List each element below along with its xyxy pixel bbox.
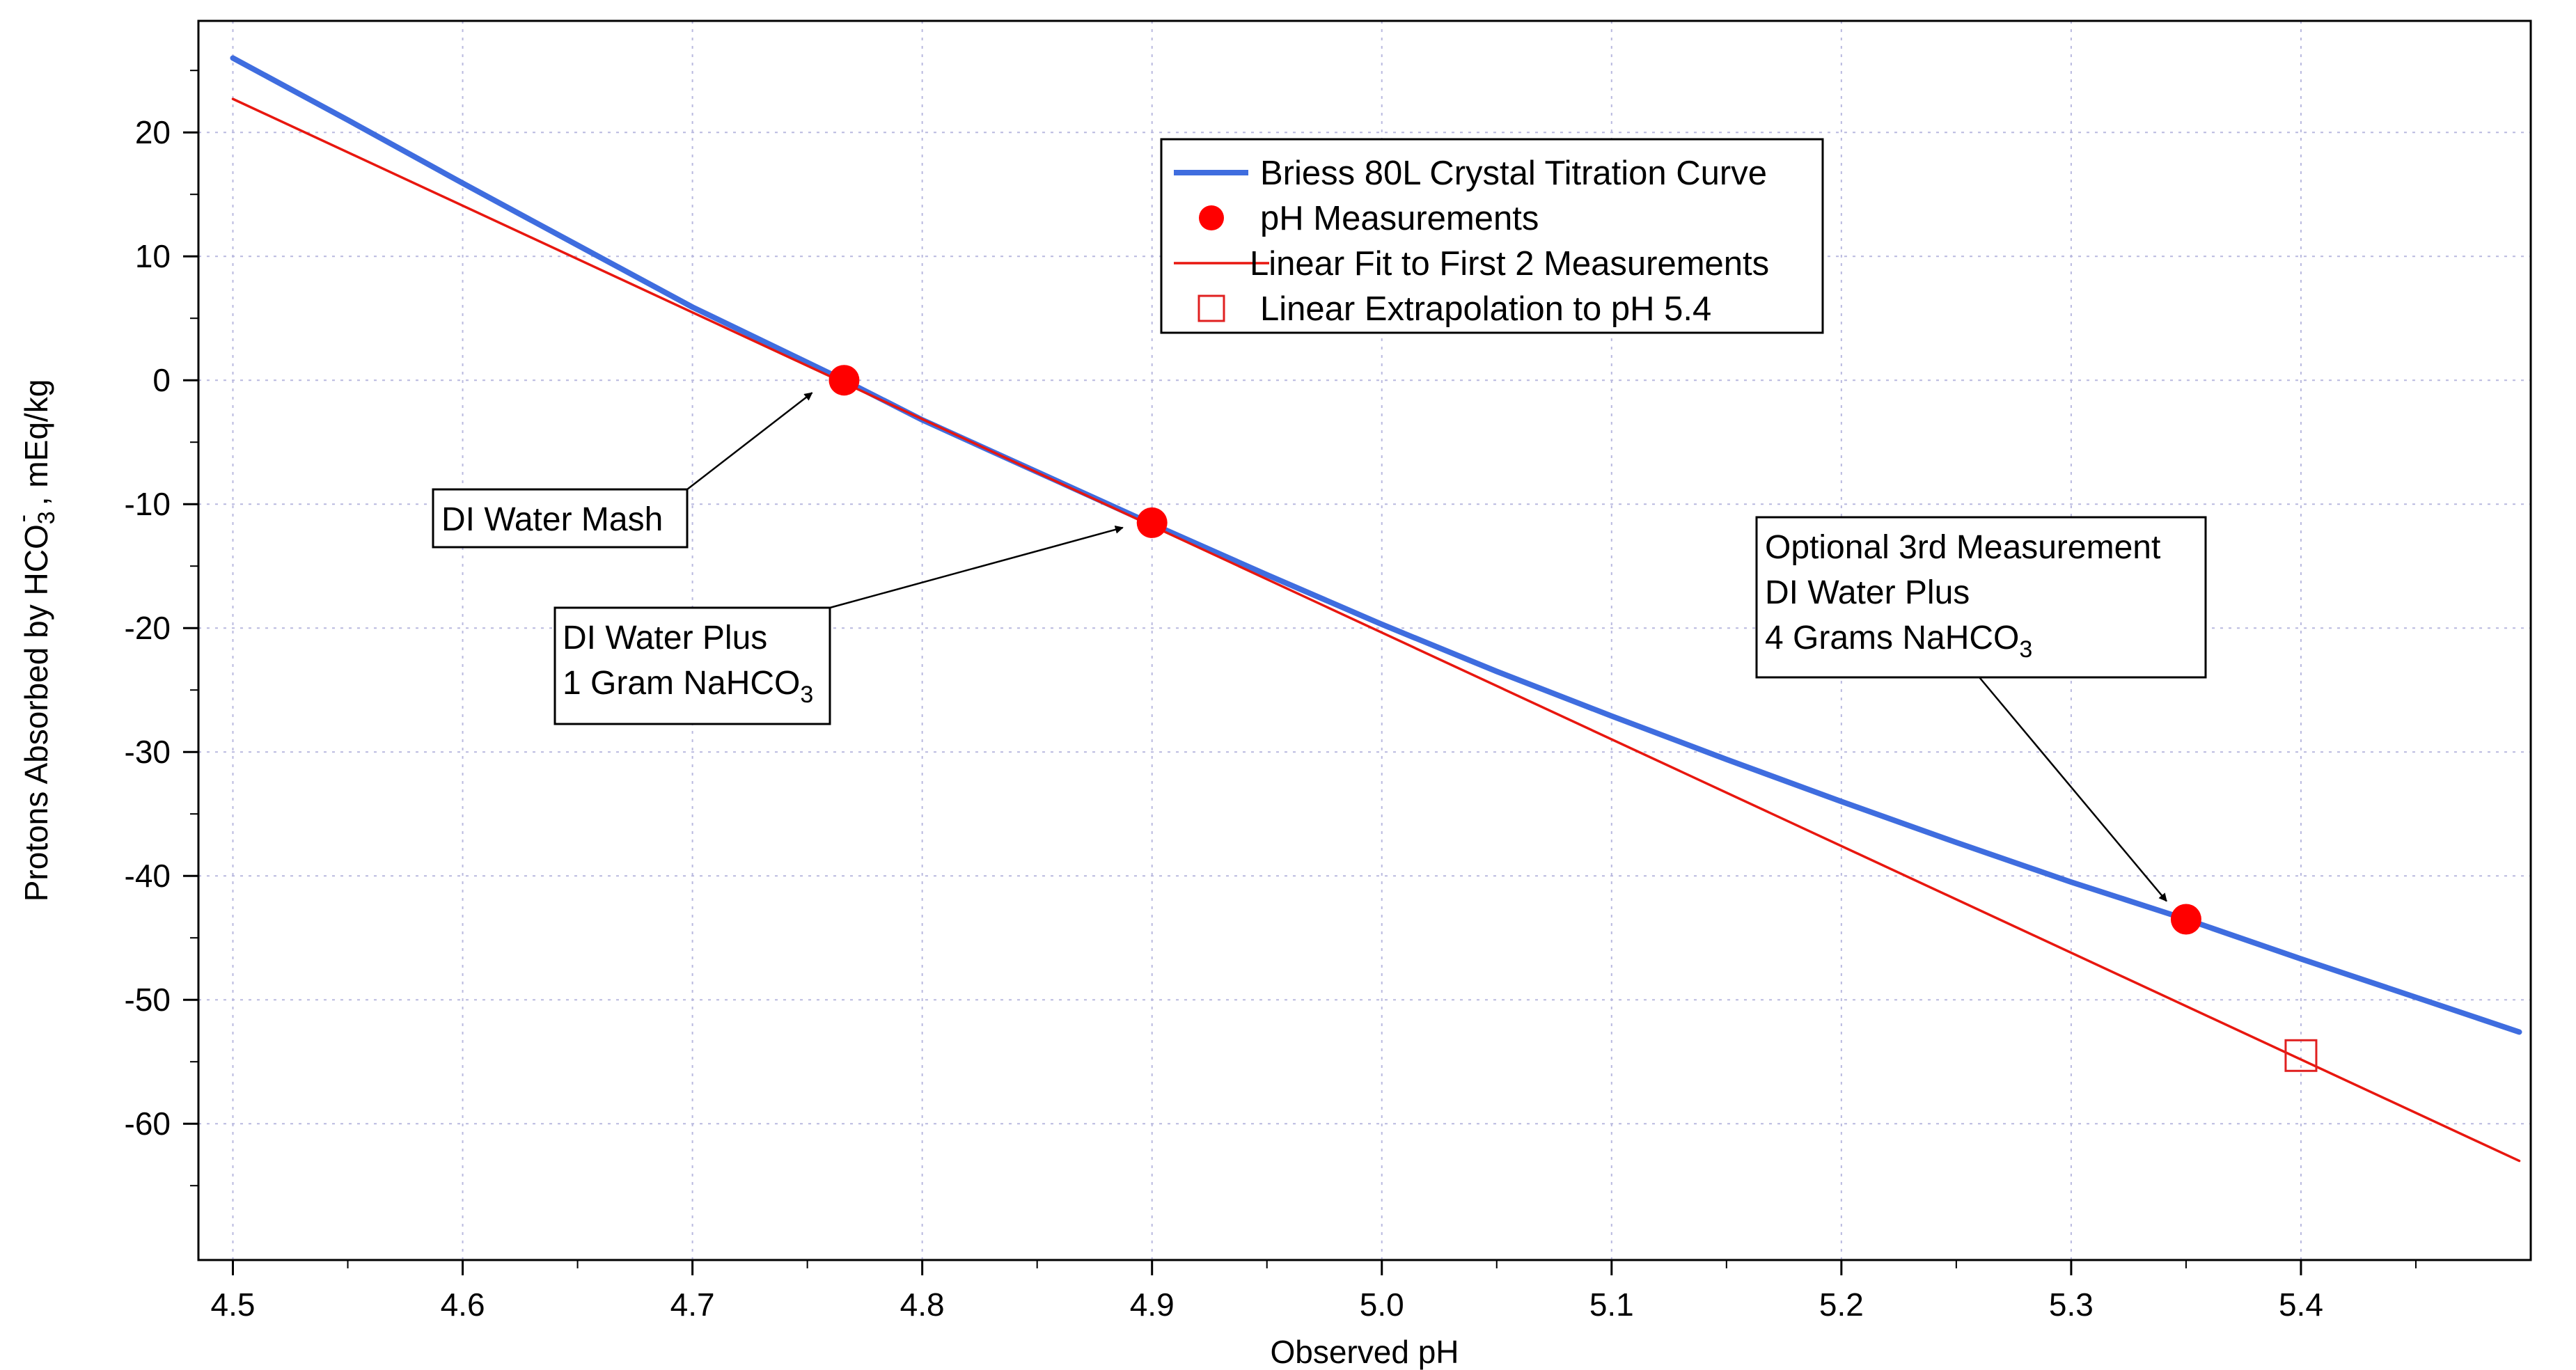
annotation-box (432, 488, 689, 549)
plot-frame (197, 19, 2532, 1261)
annotation-1: DI Water Mash (432, 392, 813, 549)
y-tick-label: 20 (135, 114, 171, 150)
linear-fit-line (231, 97, 2521, 1163)
y-tick-label: 0 (152, 362, 171, 398)
x-tick-label: 5.0 (1360, 1286, 1404, 1323)
series-layer (230, 55, 2522, 1163)
x-tick-label: 4.6 (441, 1286, 485, 1323)
x-tick-label: 5.3 (2049, 1286, 2094, 1323)
y-tick-label: -10 (125, 486, 171, 522)
x-tick-label: 5.4 (2279, 1286, 2323, 1323)
annotation-arrow (829, 525, 1124, 609)
x-tick-label: 4.5 (211, 1286, 256, 1323)
legend-label: Linear Extrapolation to pH 5.4 (1260, 290, 1711, 328)
y-tick-label: 10 (135, 238, 171, 274)
y-axis-title: Protons Absorbed by HCO3- , mEq/kg (10, 379, 60, 902)
legend-label: Briess 80L Crystal Titration Curve (1260, 155, 1767, 192)
x-axis-title: Observed pH (1270, 1334, 1459, 1370)
legend-label: pH Measurements (1260, 200, 1539, 237)
annotation-text: Optional 3rd Measurement (1765, 529, 2160, 566)
legend: Briess 80L Crystal Titration Curve pH Mea… (1160, 138, 1824, 334)
annotation-text: DI Water Mash (441, 501, 663, 538)
x-tick-label: 4.8 (900, 1286, 945, 1323)
legend-label: Linear Fit to First 2 Measurements (1250, 245, 1769, 283)
annotation-box (553, 606, 831, 725)
y-tick-label: -20 (125, 610, 171, 646)
legend-box (1160, 138, 1824, 334)
annotation-text: 4 Grams NaHCO3 (1765, 620, 2032, 663)
x-tick-label: 5.2 (1819, 1286, 1864, 1323)
x-tick-label: 5.1 (1589, 1286, 1634, 1323)
y-tick-label: -50 (125, 982, 171, 1018)
extrapolation-point (2284, 1039, 2318, 1072)
x-tick-label: 4.7 (670, 1286, 715, 1323)
annotation-text: DI Water Plus (1765, 574, 1970, 611)
annotations: DI Water Mash DI Water Plus 1 Gram NaHCO3 O… (432, 392, 2207, 902)
ph-measurement-point (828, 365, 860, 396)
y-tick-label: -60 (125, 1105, 171, 1142)
annotation-text: 1 Gram NaHCO3 (563, 665, 813, 708)
annotation-2: DI Water Plus 1 Gram NaHCO3 (553, 525, 1124, 725)
axes: 4.5 4.6 4.7 4.8 4.9 5.0 5.1 5.2 5.3 5.4 20 10 0 -10 -2… (10, 70, 2417, 1370)
annotation-box (1755, 516, 2207, 679)
legend-swatch (1197, 294, 1225, 322)
y-tick-label: -30 (125, 734, 171, 770)
y-tick-label: -40 (125, 858, 171, 894)
annotation-3: Optional 3rd Measurement DI Water Plus 4 G… (1755, 516, 2207, 902)
annotation-text: DI Water Plus (563, 620, 767, 656)
titration-curve-line (230, 55, 2522, 1035)
ph-measurement-point (1136, 507, 1168, 538)
legend-swatch (1199, 205, 1224, 230)
ph-measurement-point (2170, 904, 2201, 935)
annotation-arrow (686, 392, 813, 490)
annotation-arrow (1979, 677, 2167, 902)
x-tick-label: 4.9 (1130, 1286, 1175, 1323)
